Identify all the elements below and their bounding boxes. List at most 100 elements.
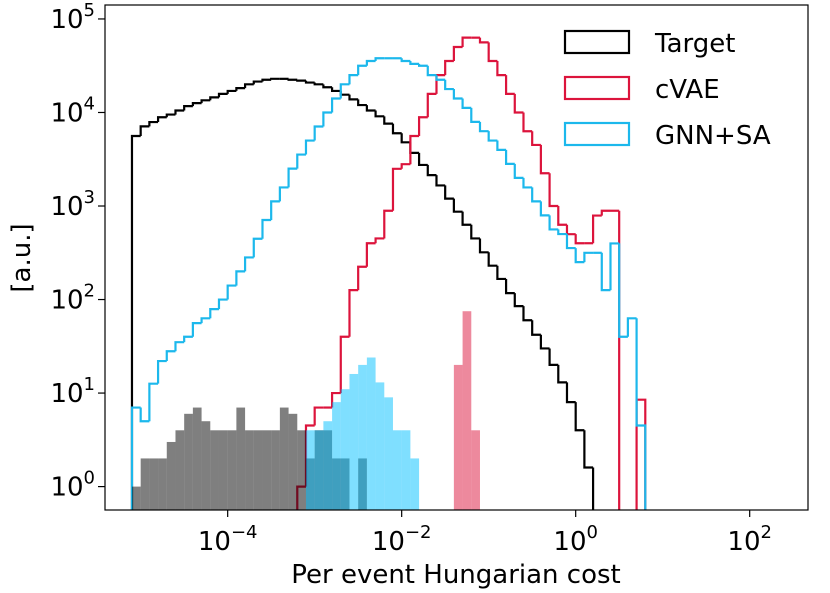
hist-bar: [410, 458, 420, 510]
hist-bar: [314, 430, 324, 510]
hist-step: [139, 407, 150, 423]
hist-step: [504, 75, 515, 96]
hist-bar: [305, 430, 315, 510]
hist-step: [635, 398, 647, 510]
hist-step: [296, 79, 306, 82]
hist-bar: [392, 430, 402, 510]
tick-label: 10−2: [372, 522, 432, 557]
tick-label-exponent: 3: [84, 187, 95, 208]
hist-step: [209, 96, 219, 101]
hist-bar: [358, 364, 367, 510]
hist-step: [583, 251, 594, 263]
hist-step: [174, 341, 185, 352]
tick-label-base: 10: [50, 473, 83, 503]
hist-step: [522, 306, 533, 322]
hist-step: [531, 320, 541, 336]
hist-bar: [288, 413, 298, 510]
tick-label-exponent: −2: [405, 522, 432, 543]
hist-bar: [131, 486, 141, 510]
hist-bar: [453, 364, 463, 510]
hist-bar: [384, 397, 393, 510]
hist-step: [278, 186, 289, 202]
hist-bar: [184, 413, 193, 510]
hist-step: [504, 149, 515, 165]
hist-step: [435, 74, 446, 94]
hist-step: [156, 359, 167, 384]
hist-bar: [158, 458, 167, 510]
hist-step: [539, 201, 550, 217]
hist-step: [574, 234, 585, 245]
hist-step: [148, 382, 159, 422]
hist-step: [365, 242, 376, 267]
tick-label-exponent: 0: [587, 522, 598, 543]
hist-step: [304, 139, 315, 155]
hist-step: [226, 284, 237, 300]
hist-step: [226, 89, 237, 94]
hist-step: [426, 92, 437, 118]
tick-label: 100: [50, 468, 95, 503]
hist-step: [444, 79, 454, 91]
hist-step: [270, 77, 280, 80]
hist-step: [322, 111, 333, 127]
hist-bar: [262, 430, 272, 510]
hist-bar: [297, 430, 306, 510]
tick-label-base: 10: [727, 527, 760, 557]
hist-step: [235, 87, 246, 91]
plot-area: [130, 36, 647, 510]
hist-step: [200, 99, 211, 104]
tick-label-exponent: 2: [84, 281, 95, 302]
hist-step: [626, 317, 637, 337]
hist-step: [409, 134, 420, 165]
hist-step: [322, 84, 333, 89]
hist-step: [148, 120, 159, 127]
hist-step: [330, 87, 341, 93]
hist-step: [618, 210, 621, 510]
hist-step: [504, 278, 515, 295]
hist-step: [165, 113, 176, 118]
hist-step: [313, 406, 324, 426]
hist-step: [261, 78, 272, 82]
tick-label: 105: [50, 0, 95, 35]
legend-swatch: [563, 121, 631, 147]
hist-step: [191, 101, 202, 107]
hist-step: [513, 163, 524, 179]
hist-step: [539, 144, 550, 175]
hist-step: [444, 185, 454, 200]
hist-bar: [253, 430, 263, 510]
hist-step: [174, 109, 185, 115]
hist-step: [235, 270, 246, 286]
hist-step: [357, 64, 367, 76]
hist-step: [365, 59, 376, 66]
tick-label: 103: [50, 187, 95, 222]
hist-step: [417, 63, 428, 67]
hist-step: [287, 167, 298, 188]
hist-bar: [210, 430, 219, 510]
hist-step: [270, 200, 280, 221]
hist-step: [609, 242, 620, 291]
hist-step: [200, 317, 211, 324]
legend-label: GNN+SA: [655, 121, 771, 151]
hist-step: [209, 308, 219, 319]
hist-step: [513, 293, 524, 308]
tick-label: 10−4: [198, 522, 258, 557]
tick-label-exponent: −4: [231, 522, 258, 543]
hist-bar: [332, 402, 341, 510]
hist-step: [409, 142, 420, 154]
tick-label-exponent: 2: [761, 522, 772, 543]
hist-step: [557, 229, 567, 236]
hist-step: [461, 98, 472, 109]
hist-step: [591, 214, 602, 244]
tick-label: 104: [50, 93, 95, 128]
hist-step: [313, 125, 324, 141]
hist-step: [304, 80, 315, 84]
hist-step: [417, 116, 428, 137]
hist-step: [165, 350, 176, 362]
tick-label: 100: [553, 522, 598, 557]
hist-bar: [166, 441, 176, 510]
hist-bar: [175, 430, 185, 510]
hist-bar: [323, 421, 333, 510]
hist-bar: [201, 421, 211, 510]
hist-step: [574, 248, 585, 264]
